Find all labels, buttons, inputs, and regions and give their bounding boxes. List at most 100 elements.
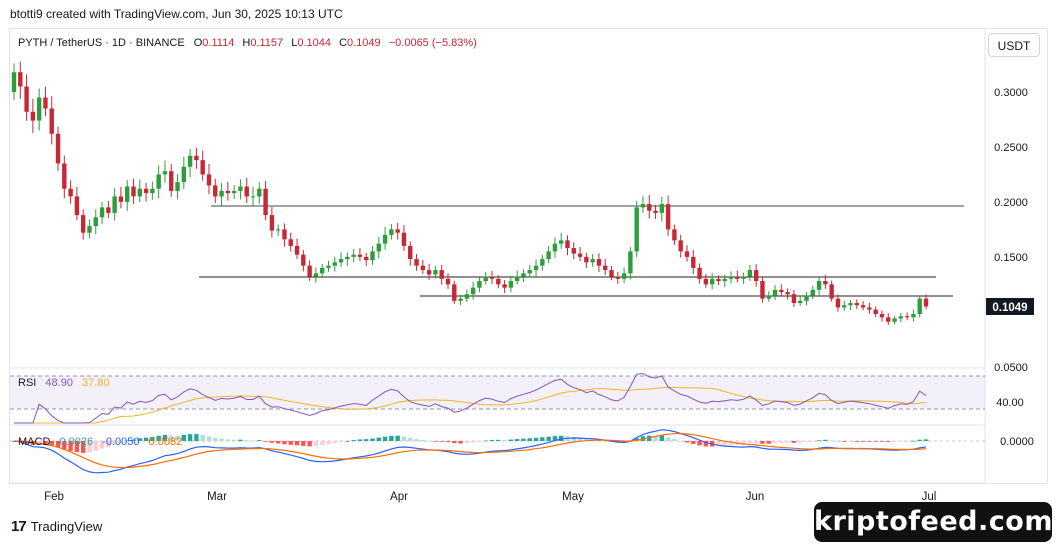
price-axis-ticks: 0.3000 0.2500 0.2000 0.1500 0.0500	[994, 87, 1028, 374]
candle	[426, 263, 432, 280]
candle	[709, 273, 715, 290]
candle	[332, 256, 337, 272]
legend-close-label: C	[339, 37, 347, 49]
macd-histogram-bar	[697, 441, 702, 446]
legend-close: 0.1049	[347, 37, 381, 49]
macd-histogram-bar	[49, 441, 54, 446]
macd-histogram-bar	[269, 441, 275, 443]
macd-histogram-bar	[584, 438, 589, 441]
macd-histogram-bar	[470, 441, 476, 443]
macd-histogram-bar	[854, 441, 860, 442]
macd-histogram-bar	[244, 440, 249, 441]
candle	[282, 223, 287, 247]
candle	[810, 285, 815, 300]
candle	[546, 246, 551, 264]
time-tick-label: Mar	[207, 491, 227, 503]
candle	[596, 253, 602, 273]
macd-histogram-bar	[125, 440, 130, 442]
candle	[206, 164, 212, 195]
macd-histogram-bar	[382, 436, 388, 441]
macd-histogram-bar	[225, 439, 231, 441]
macd-histogram-bar	[452, 441, 457, 444]
candle	[313, 267, 319, 283]
candle	[848, 300, 853, 311]
price-tick-label: 0.1500	[994, 252, 1028, 264]
price-tick-label: 0.2500	[994, 142, 1028, 154]
candle	[301, 250, 306, 272]
macd-histogram-bar	[760, 441, 765, 444]
macd-histogram-bar	[571, 436, 576, 441]
macd-histogram-bar	[43, 441, 48, 445]
macd-histogram-bar	[181, 434, 187, 441]
candle	[30, 98, 36, 133]
last-price-tag	[986, 298, 1034, 315]
macd-signal-line	[13, 432, 927, 469]
macd-histogram-bar	[508, 439, 514, 441]
legend-change: −0.0065 (−5.83%)	[389, 37, 477, 49]
candle	[181, 156, 187, 190]
macd-line	[13, 429, 927, 474]
candle	[376, 237, 381, 259]
macd-histogram-bar	[376, 437, 381, 441]
macd-histogram-bar	[332, 441, 337, 444]
svg-text:RSI 48.90 37.80: RSI 48.90 37.80	[18, 377, 110, 389]
macd-histogram-bar	[131, 439, 136, 441]
candle	[112, 188, 117, 221]
candle	[659, 196, 665, 222]
candle	[823, 275, 828, 289]
candle	[257, 182, 262, 204]
tradingview-logo[interactable]: 17 TradingView	[11, 518, 102, 535]
macd-histogram-bar	[753, 441, 759, 443]
macd-histogram-bar	[772, 441, 778, 444]
rsi-tick-40: 40.00	[996, 397, 1024, 409]
candle	[43, 86, 48, 117]
candle	[842, 300, 847, 311]
candle	[860, 300, 866, 311]
candle	[125, 179, 130, 211]
svg-text:MACD 0.0026 -0.0050: MACD 0.0026 -0.0050 0.0082	[18, 436, 182, 448]
macd-histogram-bar	[156, 435, 161, 441]
time-tick-label: May	[562, 491, 584, 503]
macd-histogram-bar	[439, 441, 444, 442]
candle	[433, 265, 438, 279]
candle	[917, 295, 922, 318]
macd-histogram-bar	[911, 440, 916, 442]
candle	[187, 149, 193, 178]
candle	[470, 281, 476, 300]
macd-histogram-bar	[923, 439, 929, 441]
macd-series	[11, 429, 929, 474]
macd-histogram-bar	[577, 437, 583, 441]
candle	[36, 88, 42, 131]
macd-histogram-bar	[917, 439, 922, 441]
currency-button[interactable]: USDT	[988, 33, 1040, 57]
macd-histogram-bar	[433, 441, 438, 442]
price-tick-label: 0.0500	[994, 362, 1028, 374]
candle	[351, 249, 356, 263]
macd-histogram-bar	[741, 441, 746, 445]
candle	[514, 270, 520, 285]
macd-histogram-bar	[766, 441, 771, 444]
legend-symbol: PYTH / TetherUS · 1D · BINANCE	[18, 37, 185, 49]
time-axis-ticks: Feb Mar Apr May Jun Jul	[44, 491, 936, 503]
candle	[735, 270, 740, 283]
macd-histogram-bar	[345, 440, 350, 442]
macd-histogram-bar	[93, 441, 98, 451]
macd-histogram-bar	[364, 439, 369, 441]
candle	[55, 126, 61, 171]
candle	[370, 246, 375, 265]
tradingview-mark-icon: 17	[11, 518, 27, 535]
candle	[816, 275, 822, 296]
macd-histogram-bar	[231, 439, 237, 441]
candle	[772, 285, 778, 301]
candle	[829, 280, 834, 302]
candle	[621, 267, 627, 283]
macd-histogram-bar	[540, 437, 545, 441]
candle	[150, 181, 155, 200]
candle	[225, 181, 231, 201]
macd-histogram-bar	[187, 434, 193, 441]
macd-histogram-bar	[527, 438, 532, 441]
macd-histogram-bar	[634, 438, 639, 441]
candle	[357, 248, 363, 261]
macd-histogram-bar	[414, 439, 419, 441]
